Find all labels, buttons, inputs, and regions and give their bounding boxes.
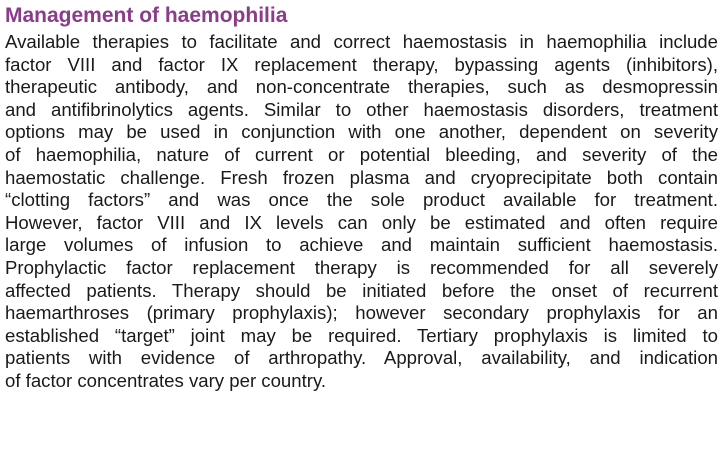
paragraph-line: “clotting factors” and was once the sole…: [5, 189, 718, 211]
paragraph-line: Available therapies to facilitate and co…: [5, 31, 718, 52]
paragraph-line: large volumes of infusion to achieve and…: [5, 234, 718, 256]
paragraph-line: therapeutic antibody, and non-concentrat…: [5, 76, 718, 98]
paragraph-line: of factor concentrates vary per country.: [5, 369, 327, 391]
paragraph-line: haemarthroses (primary prophylaxis); how…: [5, 302, 718, 324]
paragraph-line: affected patients. Therapy should be ini…: [5, 279, 718, 301]
paragraph-line: Prophylactic factor replacement therapy …: [5, 256, 718, 278]
paragraph-line: patients with evidence of arthropathy. A…: [5, 347, 718, 369]
section-paragraph: Available therapies to facilitate and co…: [5, 31, 718, 393]
paragraph-line: and antifibrinolytics agents. Similar to…: [5, 98, 718, 120]
section-title: Management of haemophilia: [5, 4, 288, 27]
paragraph-line: factor VIII and factor IX replacement th…: [5, 53, 718, 75]
paragraph-line: established “target” joint may be requir…: [5, 324, 718, 346]
paragraph-line: of haemophilia, nature of current or pot…: [5, 143, 718, 165]
document-section: Management of haemophilia Available ther…: [5, 3, 718, 393]
paragraph-line: haemostatic challenge. Fresh frozen plas…: [5, 166, 718, 188]
paragraph-line: options may be used in conjunction with …: [5, 121, 718, 143]
paragraph-line: However, factor VIII and IX levels can o…: [5, 211, 718, 233]
